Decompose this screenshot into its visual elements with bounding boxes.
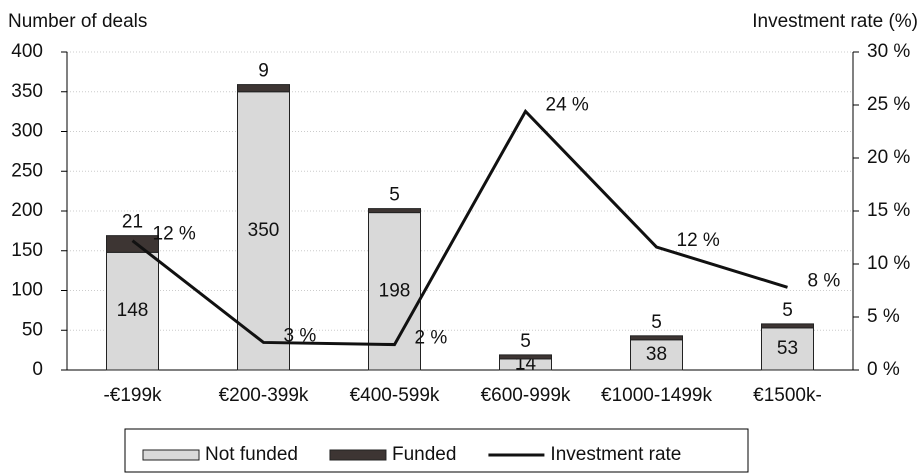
legend-label: Investment rate — [550, 444, 681, 465]
y-axis-title: Number of deals — [8, 11, 147, 32]
y2-tick-label: 15 % — [867, 200, 910, 221]
bar-segment — [368, 208, 421, 214]
line-label: 12 % — [677, 230, 720, 251]
bar-segment — [761, 323, 814, 329]
y2-tick-label: 30 % — [867, 41, 910, 62]
y-tick-label: 0 — [32, 359, 43, 380]
y2-tick-label: 5 % — [867, 306, 900, 327]
bar-segment — [761, 327, 814, 371]
y-tick-label: 400 — [11, 41, 43, 62]
data-label: 198 — [379, 280, 411, 301]
bar-segment — [237, 84, 290, 93]
y-tick-label: 250 — [11, 160, 43, 181]
line-label: 8 % — [808, 270, 841, 291]
line-label: 3 % — [284, 325, 317, 346]
legend-swatch — [142, 449, 200, 461]
x-tick-label: €400-599k — [350, 385, 440, 406]
bar-segment — [499, 354, 552, 360]
data-label: 9 — [258, 61, 269, 82]
line-label: 12 % — [153, 224, 196, 245]
y-tick-label: 100 — [11, 280, 43, 301]
bar-segment — [630, 335, 683, 341]
data-label: 350 — [248, 220, 280, 241]
y2-tick-label: 20 % — [867, 147, 910, 168]
y-tick-label: 50 — [22, 319, 43, 340]
data-label: 53 — [777, 338, 798, 359]
line-label: 24 % — [546, 94, 589, 115]
bar-segment — [630, 339, 683, 371]
x-tick-label: €1500k- — [753, 385, 822, 406]
bar-segment — [237, 91, 290, 371]
data-label: 5 — [782, 300, 793, 321]
y-tick-label: 300 — [11, 121, 43, 142]
x-tick-label: -€199k — [103, 385, 162, 406]
legend-swatch — [329, 449, 387, 461]
y2-tick-label: 25 % — [867, 94, 910, 115]
line-label: 2 % — [415, 328, 448, 349]
data-label: 38 — [646, 344, 667, 365]
data-label: 5 — [651, 312, 662, 333]
data-label: 5 — [520, 331, 531, 352]
bar-segment — [106, 251, 159, 371]
legend-label: Funded — [392, 444, 456, 465]
x-tick-label: €200-399k — [219, 385, 309, 406]
x-tick-label: €600-999k — [481, 385, 571, 406]
data-label: 21 — [122, 212, 143, 233]
y2-tick-label: 10 % — [867, 253, 910, 274]
line — [131, 108, 788, 347]
data-label: 5 — [389, 185, 400, 206]
legend-box — [124, 428, 749, 473]
x-tick-label: €1000-1499k — [601, 385, 712, 406]
y-tick-label: 350 — [11, 81, 43, 102]
legend-label: Not funded — [205, 444, 298, 465]
data-label: 148 — [117, 300, 149, 321]
y-tick-label: 150 — [11, 240, 43, 261]
bar-segment — [106, 235, 159, 253]
y-tick-label: 200 — [11, 200, 43, 221]
y2-axis-title: Investment rate (%) — [752, 11, 918, 32]
y2-tick-label: 0 % — [867, 359, 900, 380]
